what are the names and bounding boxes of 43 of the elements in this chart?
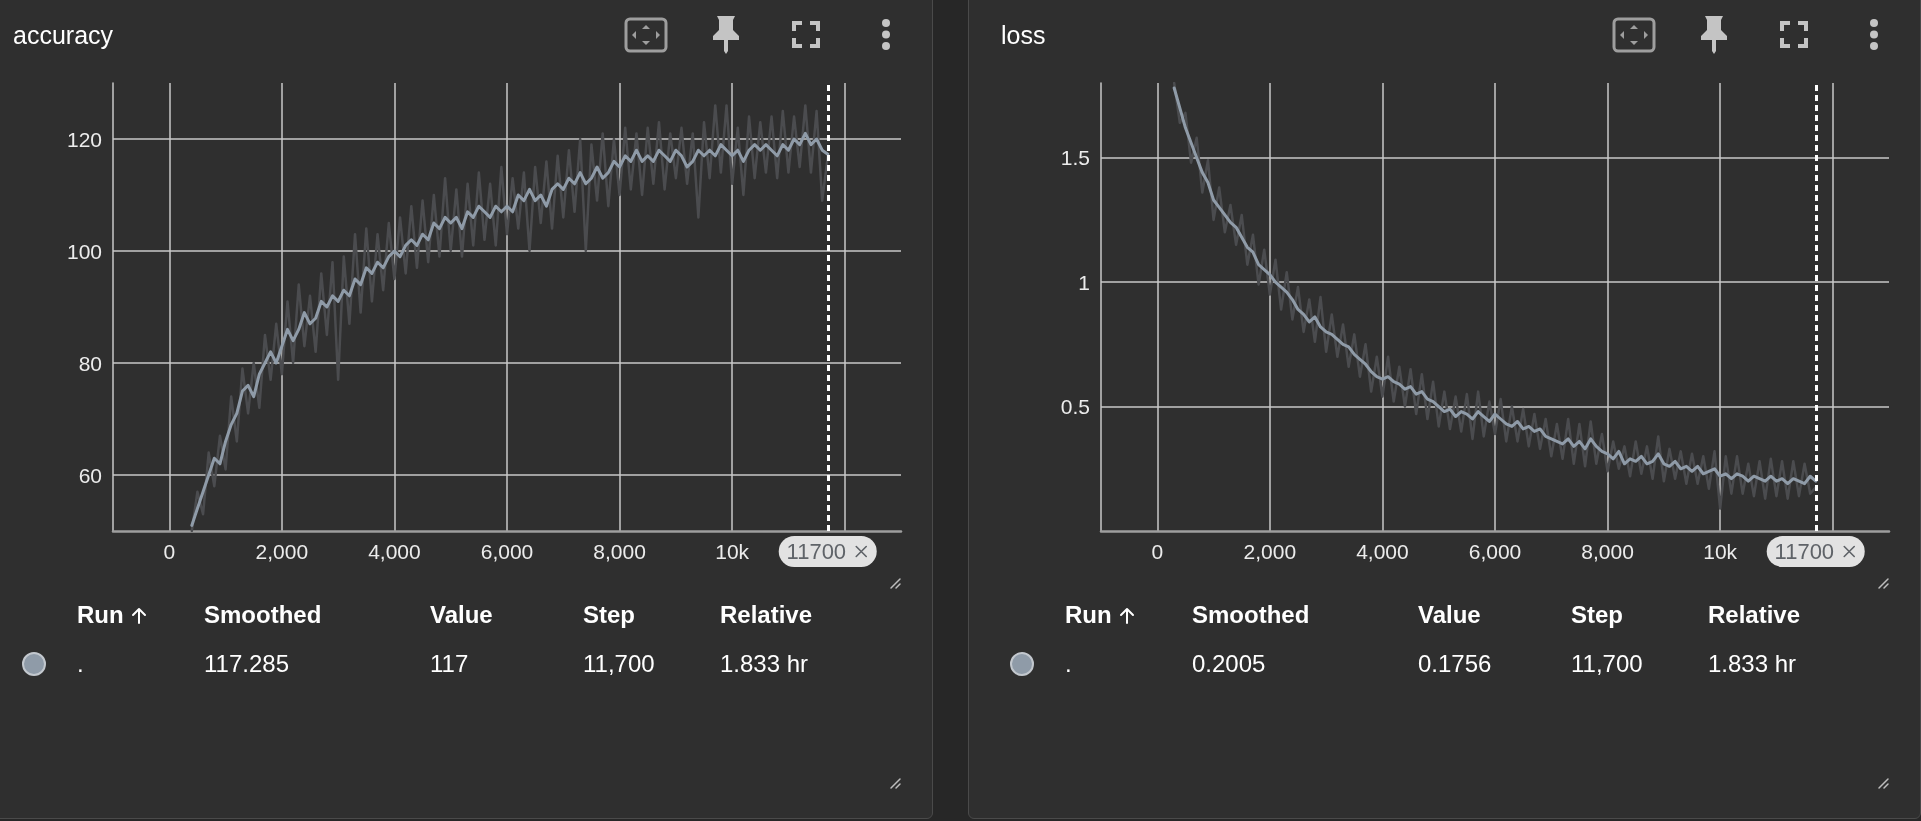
x-tick-label: 6,000 <box>480 540 534 563</box>
x-tick-label: 8,000 <box>1581 540 1634 563</box>
ref-line-label: 11700 <box>786 538 847 566</box>
text: 1.833 hr <box>720 649 809 679</box>
x-tick-label: 6,000 <box>1468 540 1522 563</box>
text: 11,700 <box>583 649 655 679</box>
text: Relative <box>720 600 813 630</box>
x-tick-label: 0 <box>1151 540 1164 563</box>
chart-title: loss <box>1001 20 1046 51</box>
text: 117 <box>430 649 469 679</box>
text: Step <box>583 600 636 630</box>
text: 1.833 hr <box>1708 649 1797 679</box>
text: Run <box>77 600 124 630</box>
y-tick-label: 80 <box>78 351 102 375</box>
text: Run <box>1065 600 1112 630</box>
text: . <box>77 649 84 679</box>
text: Step <box>1571 600 1624 630</box>
text: 0.2005 <box>1192 649 1266 679</box>
x-tick-label: 4,000 <box>368 540 421 563</box>
x-tick-label: 4,000 <box>1356 540 1409 563</box>
y-tick-label: 100 <box>66 239 102 263</box>
y-tick-label: 1 <box>1078 270 1090 294</box>
x-tick-label: 0 <box>163 540 176 563</box>
y-tick-label: 0.5 <box>1060 395 1090 419</box>
text: Smoothed <box>204 600 322 630</box>
text: . <box>1065 649 1072 679</box>
y-tick-label: 120 <box>66 127 102 151</box>
text: 117.285 <box>204 649 289 679</box>
y-tick-label: 60 <box>78 463 102 487</box>
chart-title: accuracy <box>13 20 114 51</box>
x-tick-label: 2,000 <box>255 540 309 563</box>
x-tick-label: 10k <box>1703 540 1738 563</box>
text: Value <box>430 600 493 630</box>
x-tick-label: 8,000 <box>593 540 646 563</box>
text: Value <box>1418 600 1481 630</box>
text: 11,700 <box>1571 649 1643 679</box>
text: Relative <box>1708 600 1801 630</box>
y-tick-label: 1.5 <box>1060 146 1090 170</box>
text: Smoothed <box>1192 600 1310 630</box>
x-tick-label: 10k <box>715 540 750 563</box>
x-tick-label: 2,000 <box>1243 540 1297 563</box>
ref-line-label: 11700 <box>1774 538 1835 566</box>
text: 0.1756 <box>1418 649 1492 679</box>
